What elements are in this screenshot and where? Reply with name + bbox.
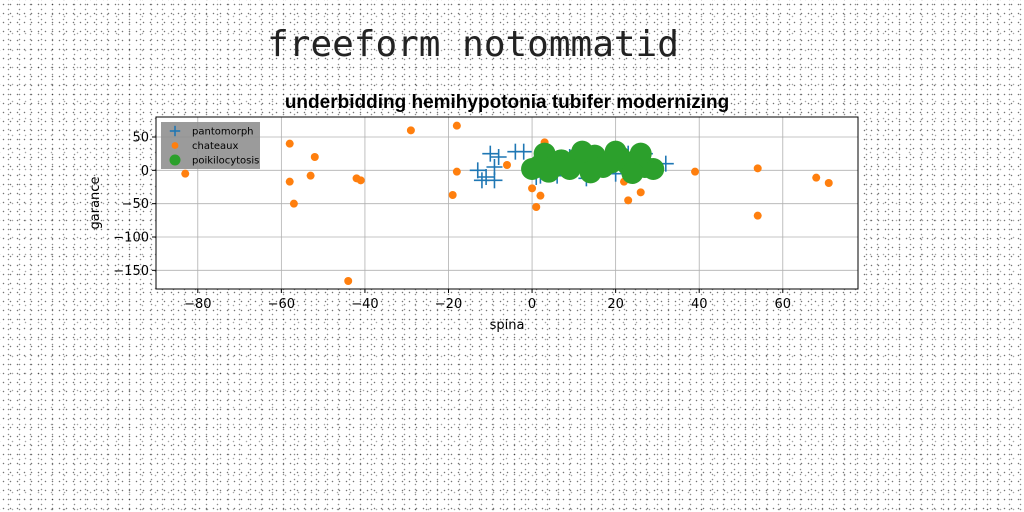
y-tick-label: −50 <box>122 197 149 212</box>
chateaux-point <box>448 191 457 199</box>
pantomorph-point <box>486 159 503 175</box>
chateaux-point <box>691 167 700 176</box>
y-tick-label: 50 <box>132 131 149 146</box>
x-tick-label: 20 <box>607 297 624 312</box>
x-tick-label: 40 <box>691 297 708 312</box>
y-axis-label: garance <box>88 177 103 230</box>
chateaux-point <box>406 126 415 135</box>
chateaux-point <box>306 171 315 180</box>
x-axis-label: spina <box>490 318 525 333</box>
poikilocytosis-point <box>579 161 602 184</box>
x-tick-label: −20 <box>435 297 462 312</box>
legend-marker-poikilocytosis <box>169 154 181 166</box>
legend: pantomorph chateaux poikilocytosis <box>161 122 260 169</box>
series-poikilocytosis <box>521 140 665 184</box>
plot-frame <box>155 116 859 290</box>
chateaux-point <box>285 177 294 186</box>
pantomorph-point <box>478 169 495 185</box>
chateaux-point <box>536 191 545 200</box>
poikilocytosis-point <box>629 142 652 165</box>
chart-title: underbidding hemihypotonia tubifer moder… <box>285 92 729 113</box>
y-tick-label: −100 <box>113 231 149 246</box>
chateaux-point <box>753 211 762 220</box>
x-tick-label: −60 <box>268 297 295 312</box>
x-tick-label: −80 <box>184 297 211 312</box>
chateaux-point <box>344 277 353 285</box>
x-tick-label: 0 <box>528 297 536 312</box>
poikilocytosis-point <box>571 140 594 163</box>
page-title: freeform notommatid <box>267 24 679 65</box>
grid-lines <box>156 117 858 289</box>
chateaux-point <box>503 161 511 169</box>
poikilocytosis-point <box>537 160 560 183</box>
chateaux-point <box>753 164 762 173</box>
chateaux-point <box>532 203 541 211</box>
chateaux-point <box>310 153 319 161</box>
series-layer <box>181 121 833 285</box>
chateaux-point <box>181 169 190 178</box>
legend-label-poikilocytosis: poikilocytosis <box>192 156 259 167</box>
x-tick-label: 60 <box>775 297 792 312</box>
chateaux-point <box>285 139 294 148</box>
pantomorph-point <box>473 172 490 189</box>
y-tick-label: −150 <box>113 264 149 279</box>
chateaux-point <box>824 179 833 187</box>
x-tick-label: −40 <box>351 297 378 312</box>
poikilocytosis-point <box>642 158 665 180</box>
chateaux-point <box>289 199 298 208</box>
pantomorph-point <box>469 162 486 179</box>
pantomorph-point <box>490 149 507 165</box>
legend-marker-chateaux <box>171 142 179 149</box>
chateaux-point <box>452 167 461 176</box>
chateaux-point <box>636 188 645 197</box>
poikilocytosis-point <box>604 140 627 163</box>
pantomorph-point <box>482 145 499 162</box>
legend-marker-pantomorph <box>169 125 181 137</box>
poikilocytosis-point <box>621 162 644 184</box>
chateaux-point <box>452 121 461 130</box>
chateaux-point <box>528 184 537 193</box>
chateaux-point <box>812 173 821 182</box>
y-tick-label: 0 <box>141 164 149 179</box>
pantomorph-point <box>515 143 532 160</box>
legend-label-pantomorph: pantomorph <box>192 127 254 138</box>
plot-area <box>156 117 858 289</box>
legend-label-chateaux: chateaux <box>192 141 239 152</box>
chateaux-point <box>624 196 633 205</box>
chateaux-point <box>356 176 365 185</box>
axis-ticks: −80 −60 −40 −20 0 20 40 60 50 0 −50 −100 −150 <box>113 131 791 313</box>
